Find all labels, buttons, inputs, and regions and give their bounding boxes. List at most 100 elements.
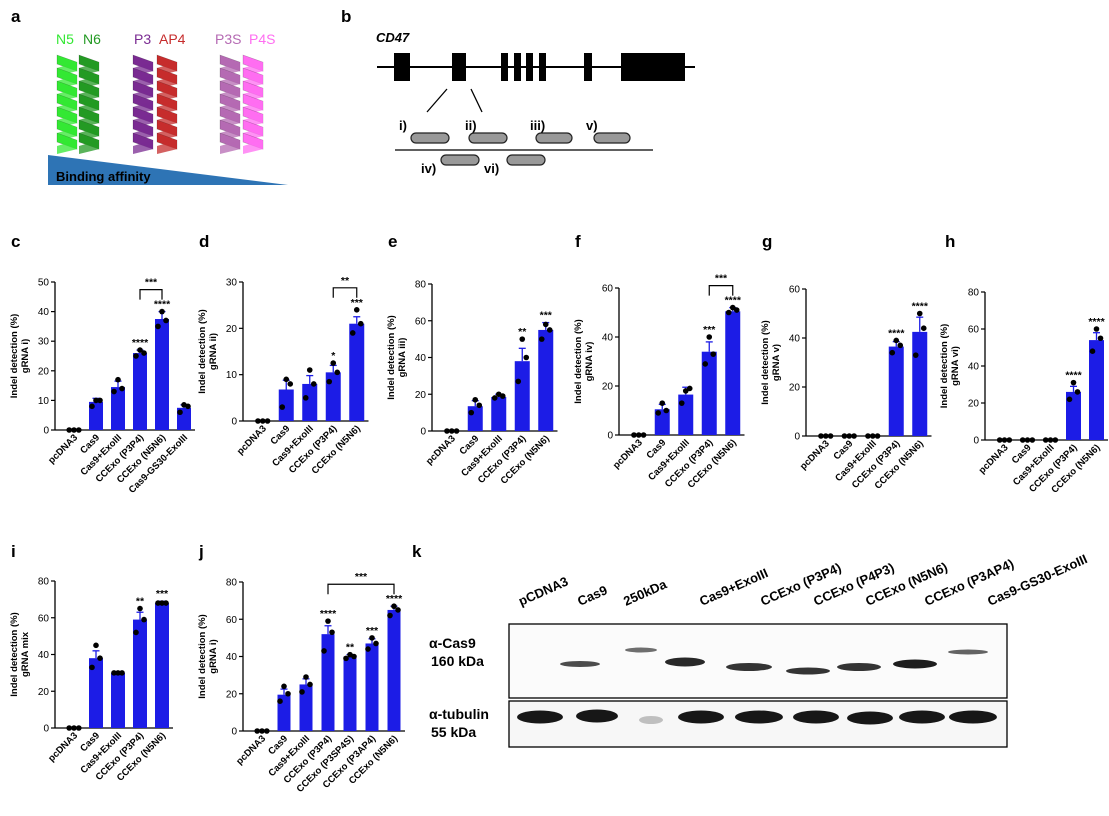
y-axis-label-grna: gRNA mix	[20, 631, 31, 677]
data-point	[155, 323, 161, 330]
data-point	[444, 428, 450, 434]
data-point	[1006, 437, 1013, 443]
tubulin-band	[793, 710, 839, 724]
data-point	[159, 308, 165, 315]
y-axis-label: Indel detection (%)	[760, 320, 771, 404]
data-point	[119, 385, 125, 392]
data-point	[538, 336, 545, 342]
bar	[701, 351, 717, 435]
data-point	[133, 629, 139, 636]
helix-label-p4s: P4S	[249, 31, 275, 47]
blot-bands	[517, 647, 997, 725]
data-point	[76, 427, 82, 433]
data-point	[1097, 335, 1104, 342]
blot2-size: 55 kDa	[431, 724, 476, 740]
y-tick-label: 60	[789, 285, 801, 296]
y-tick-label: 40	[602, 333, 614, 344]
data-point	[93, 642, 99, 649]
guide-vi	[506, 154, 546, 166]
y-axis-label-grna: gRNA i)	[208, 639, 219, 673]
data-point	[468, 409, 475, 416]
bar	[349, 323, 365, 421]
data-point	[283, 376, 290, 383]
data-point	[97, 397, 103, 404]
comparison-bracket	[708, 285, 734, 296]
cas9-band	[893, 659, 937, 669]
data-point	[181, 402, 187, 408]
data-point	[255, 418, 261, 424]
x-tick-label: pcDNA3	[234, 733, 268, 767]
y-tick-label: 0	[231, 417, 237, 428]
bar	[89, 658, 103, 728]
exon	[514, 53, 521, 81]
helix-turn-back	[243, 140, 263, 154]
y-axis-label-grna: gRNA v)	[771, 344, 782, 381]
panel-letter-f: f	[575, 232, 581, 251]
data-point	[1042, 437, 1049, 443]
data-point	[729, 304, 736, 311]
y-tick-label: 80	[968, 288, 980, 299]
data-point	[141, 616, 147, 623]
bar	[343, 656, 357, 731]
tubulin-band	[678, 710, 724, 724]
y-tick-label: 0	[607, 431, 613, 442]
cas9-band	[786, 667, 830, 675]
data-point	[523, 354, 530, 361]
cas9-band	[665, 657, 705, 667]
y-axis-label: Indel detection (%)	[9, 612, 20, 696]
significance-label: ****	[725, 295, 742, 307]
lane-label: Cas9+ExoIII	[697, 565, 770, 609]
exons	[394, 53, 685, 81]
data-point	[71, 427, 77, 433]
comparison-bracket	[332, 287, 358, 298]
data-point	[733, 307, 740, 313]
bar	[155, 319, 169, 430]
data-point	[1047, 437, 1054, 443]
data-point	[89, 403, 95, 410]
y-tick-label: 0	[43, 724, 49, 735]
data-point	[865, 433, 871, 439]
significance-label: ***	[351, 297, 364, 309]
data-point	[285, 690, 291, 697]
helix-turn-back	[157, 140, 177, 154]
bar	[467, 406, 483, 431]
bar	[133, 353, 147, 430]
bar	[1089, 340, 1104, 440]
guide-iii	[535, 132, 573, 144]
bar	[365, 643, 379, 731]
significance-label: ****	[154, 299, 171, 311]
helix-turn-back	[57, 140, 77, 154]
guide-label-vi: vi)	[484, 161, 499, 176]
y-tick-label: 60	[226, 615, 238, 626]
exon	[584, 53, 592, 81]
significance-label: **	[136, 596, 145, 608]
significance-label: ***	[366, 625, 379, 637]
data-point	[66, 427, 72, 433]
data-point	[1001, 437, 1008, 443]
bar	[155, 603, 169, 728]
guide-ii	[468, 132, 508, 144]
data-point	[111, 670, 117, 676]
panel-letter-h: h	[945, 232, 955, 251]
y-tick-label: 80	[38, 577, 50, 588]
data-point	[635, 432, 642, 438]
data-point	[259, 728, 265, 734]
data-point	[302, 395, 309, 401]
data-point	[159, 600, 165, 606]
data-point	[89, 664, 95, 671]
data-point	[1024, 437, 1031, 443]
y-axis-label-grna: gRNA iii)	[397, 338, 408, 378]
data-point	[822, 433, 829, 439]
data-point	[387, 612, 393, 619]
bar	[278, 389, 294, 421]
data-point	[299, 689, 305, 695]
y-axis-label-grna: gRNA ii)	[208, 333, 219, 370]
data-point	[281, 683, 287, 690]
bar	[912, 331, 928, 436]
data-point	[365, 646, 371, 652]
panel-b: b CD47 i) ii) iii) v) iv) vi)	[341, 7, 695, 176]
data-point	[155, 600, 161, 606]
y-tick-label: 20	[226, 324, 238, 335]
